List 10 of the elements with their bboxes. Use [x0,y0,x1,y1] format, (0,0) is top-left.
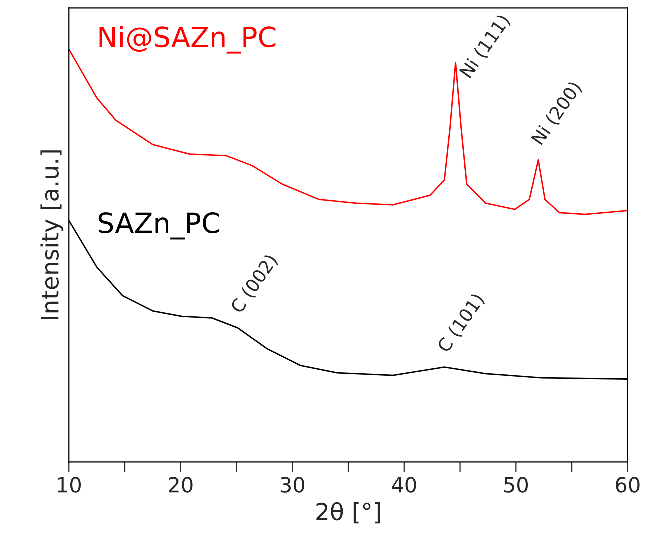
x-tick-label: 10 [58,477,81,493]
x-tick-label: 20 [169,477,193,493]
y-axis-title: Intensity [a.u.] [40,150,64,320]
series-label: Ni@SAZn_PC [100,26,276,54]
x-tick-label: 60 [616,477,640,493]
x-axis-title: 2θ [°] [316,502,380,524]
x-tick-label: 40 [392,477,416,493]
x-tick-label: 30 [280,477,305,493]
series-label: SAZn_PC [98,212,220,240]
x-tick-label: 50 [504,477,528,493]
